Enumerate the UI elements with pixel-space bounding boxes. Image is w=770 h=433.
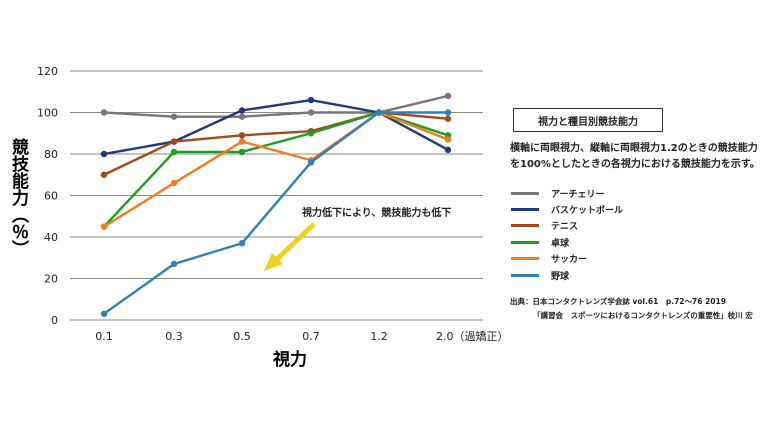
series-5-point-2 xyxy=(238,240,246,247)
x-tick-5: 2.0（過矯正） xyxy=(436,329,509,343)
series-0-point-5 xyxy=(444,92,452,100)
legend-item-1: バスケットボール xyxy=(511,201,623,217)
series-1-point-2 xyxy=(238,107,246,114)
legend-item-3: 卓球 xyxy=(511,234,623,250)
y-axis-label: 競技能力（％） xyxy=(8,137,29,257)
series-1-point-3 xyxy=(307,96,315,104)
series-2-point-5 xyxy=(444,115,452,122)
legend-swatch xyxy=(511,240,539,244)
series-5-point-1 xyxy=(170,260,178,268)
series-5-point-0 xyxy=(100,310,108,317)
series-2-point-2 xyxy=(238,132,246,139)
series-4-point-1 xyxy=(170,179,178,187)
series-5-point-3 xyxy=(307,159,315,166)
series-0-point-0 xyxy=(100,109,108,116)
x-tick-labels: 0.1 0.3 0.5 0.7 1.2 2.0（過矯正） xyxy=(95,329,508,343)
series-0-point-1 xyxy=(170,113,178,120)
series-line-1 xyxy=(103,98,449,156)
x-axis-label: 視力 xyxy=(272,349,307,370)
legend-swatch xyxy=(511,191,539,195)
arrow-shaft xyxy=(274,222,316,262)
x-tick-3: 0.7 xyxy=(302,330,320,343)
arrow-head xyxy=(264,253,283,271)
legend: アーチェリーバスケットボール テニス卓球サッカー野球 xyxy=(511,185,623,283)
y-tick-120: 120 xyxy=(37,65,58,78)
x-tick-1: 0.3 xyxy=(165,330,183,343)
legend-item-2: テニス xyxy=(511,218,623,234)
legend-swatch xyxy=(511,208,539,212)
legend-item-0: アーチェリー xyxy=(511,185,623,201)
legend-swatch xyxy=(511,257,539,261)
legend-label: アーチェリー xyxy=(551,189,605,200)
y-tick-labels: 0 20 40 60 80 100 120 xyxy=(37,65,58,327)
y-tick-20: 20 xyxy=(44,273,58,286)
y-tick-80: 80 xyxy=(44,148,58,161)
y-tick-60: 60 xyxy=(44,190,58,203)
series-1-point-0 xyxy=(100,150,108,158)
series-line-4 xyxy=(103,111,449,228)
gridlines xyxy=(70,70,483,321)
series-2-point-1 xyxy=(170,138,178,145)
legend-label: 卓球 xyxy=(551,238,570,249)
y-tick-40: 40 xyxy=(44,231,58,244)
x-tick-2: 0.5 xyxy=(233,330,251,343)
series-4-point-2 xyxy=(238,138,246,145)
series-3-point-3 xyxy=(307,130,315,137)
legend-label: 野球 xyxy=(551,271,570,282)
legend-swatch xyxy=(511,224,539,228)
series-3-point-2 xyxy=(238,148,246,156)
x-tick-0: 0.1 xyxy=(95,330,113,343)
series-line-5 xyxy=(103,111,448,315)
series-line-0 xyxy=(103,94,449,118)
source-citation: 出典：日本コンタクトレンズ学会誌 vol.61 p.72～76 2019 「講習… xyxy=(510,295,753,323)
series-0-point-3 xyxy=(307,109,315,116)
series-lines xyxy=(100,92,452,317)
source-line-2: 「講習会 スポーツにおけるコンタクトレンズの重要性」枝川 宏 xyxy=(533,311,753,320)
legend-label: テニス xyxy=(551,222,579,233)
legend-swatch xyxy=(511,273,539,277)
trend-arrow xyxy=(264,222,316,271)
y-tick-0: 0 xyxy=(51,314,58,327)
series-5-point-5 xyxy=(444,109,452,116)
series-4-point-5 xyxy=(444,136,452,143)
legend-label: バスケットボール xyxy=(551,206,624,217)
chart-description: 横軸に両眼視力、縦軸に両眼視力1.2のときの競技能力を100%としたときの各視力… xyxy=(510,143,760,170)
x-tick-4: 1.2 xyxy=(370,330,388,343)
series-0-point-2 xyxy=(238,113,246,120)
series-5-point-4 xyxy=(375,109,383,116)
legend-label: サッカー xyxy=(551,255,588,266)
series-4-point-0 xyxy=(100,223,108,230)
series-1-point-5 xyxy=(444,146,452,154)
series-3-point-1 xyxy=(170,148,178,156)
source-line-1: 出典：日本コンタクトレンズ学会誌 vol.61 p.72～76 2019 xyxy=(510,297,726,306)
legend-item-5: 野球 xyxy=(511,267,623,283)
legend-title: 視力と種目別競技能力 xyxy=(513,108,663,132)
y-tick-100: 100 xyxy=(37,107,58,120)
legend-item-4: サッカー xyxy=(511,251,623,267)
series-2-point-0 xyxy=(100,171,108,178)
annotation-text: 視力低下により、競技能力も低下 xyxy=(302,208,452,219)
